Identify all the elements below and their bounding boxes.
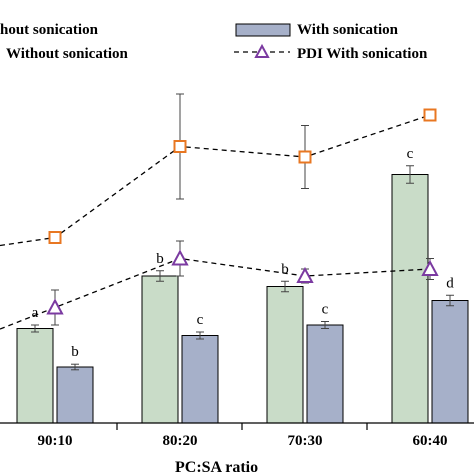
bar-with-1 (181, 335, 219, 424)
significance-letter: a (32, 305, 39, 321)
line-pdi-without (0, 114, 431, 247)
significance-letter: c (407, 146, 414, 162)
x-tick-label: 80:20 (163, 433, 198, 449)
bar-swatch-blue-icon (235, 23, 291, 37)
significance-letter: c (322, 302, 329, 318)
marker-triangle-2 (296, 266, 314, 283)
bar-with-0 (56, 366, 94, 424)
bar-with-2 (306, 324, 344, 424)
legend: hout sonication With sonication Without … (0, 22, 428, 62)
line-pdi-with (0, 257, 431, 330)
legend-label-bars-with: With sonication (297, 22, 399, 38)
marker-square-2 (298, 150, 312, 164)
bar-without-1 (141, 275, 179, 424)
significance-letter: c (197, 312, 204, 328)
marker-square-1 (173, 140, 187, 153)
marker-square-0 (48, 231, 62, 244)
marker-triangle-3 (421, 259, 439, 276)
legend-label-pdi-with: PDI With sonication (297, 46, 428, 62)
bar-without-3 (391, 174, 429, 424)
marker-triangle-0 (46, 298, 64, 315)
x-tick-label: 70:30 (288, 433, 323, 449)
significance-letter: b (281, 261, 289, 277)
x-tick-label: 60:40 (413, 433, 448, 449)
x-axis-title: PC:SA ratio (175, 459, 258, 474)
x-axis-ticks: 90:10 80:20 70:30 60:40 (38, 423, 448, 449)
bar-without-0 (16, 328, 54, 424)
x-tick-label: 90:10 (38, 433, 73, 449)
significance-letter: d (446, 275, 454, 291)
plot-area: a b b c b c c d (0, 93, 469, 424)
legend-label-bars-without: hout sonication (0, 22, 99, 38)
dashed-line-triangle-marker-icon (234, 43, 290, 58)
significance-letter: b (71, 344, 79, 360)
bar-with-3 (431, 300, 469, 424)
marker-square-3 (423, 108, 437, 122)
bar-without-2 (266, 286, 304, 424)
legend-label-pdi-without: Without sonication (6, 46, 128, 62)
marker-triangle-1 (171, 249, 189, 266)
significance-letter: b (156, 251, 164, 267)
